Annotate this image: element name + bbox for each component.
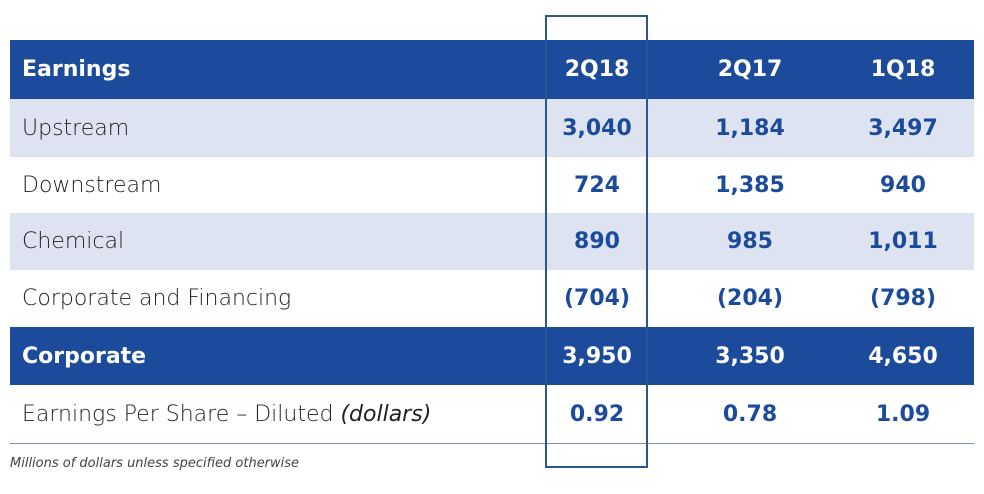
row-label-text: Corporate: [22, 343, 147, 369]
footnote: Millions of dollars unless specified oth…: [10, 456, 300, 471]
table-row: Downstream 724 1,385 940: [10, 157, 974, 213]
column-header: 1Q18: [870, 57, 936, 82]
highlight-box: [545, 15, 648, 468]
bottom-rule: [10, 443, 974, 444]
row-label-note: (dollars): [340, 401, 432, 427]
cell-value: 3,350: [715, 343, 785, 369]
cell-value: 3,950: [562, 343, 632, 369]
cell-value: 0.78: [722, 401, 778, 427]
header-label: Earnings: [22, 57, 131, 82]
row-label-text: Downstream: [22, 172, 162, 198]
cell-value: 0.92: [569, 401, 625, 427]
row-label: Corporate: [22, 344, 146, 369]
cell-value: (204): [716, 286, 784, 311]
row-label-text: Earnings Per Share – Diluted: [22, 401, 334, 427]
cell-value: 1,011: [868, 229, 938, 254]
row-label-text: Corporate and Financing: [22, 286, 292, 311]
table-row: Corporate and Financing (704) (204) (798): [10, 270, 974, 327]
cell-value: 1,385: [715, 172, 785, 198]
cell-value: (704): [563, 286, 631, 311]
table-row: Earnings Per Share – Diluted (dollars) 0.…: [10, 385, 974, 443]
cell-value: (798): [869, 286, 937, 311]
cell-value: 724: [574, 172, 620, 198]
cell-value: 3,040: [562, 115, 632, 141]
cell-value: 940: [880, 172, 926, 198]
cell-value: 890: [574, 229, 620, 254]
header-row: Earnings 2Q18 2Q17 1Q18: [10, 40, 974, 99]
table-row: Upstream 3,040 1,184 3,497: [10, 99, 974, 157]
row-label: Earnings Per Share – Diluted (dollars): [22, 402, 431, 427]
column-header: 2Q17: [717, 57, 783, 82]
table-row: Corporate 3,950 3,350 4,650: [10, 327, 974, 385]
row-label-text: Chemical: [22, 229, 125, 254]
table-row: Chemical 890 985 1,011: [10, 213, 974, 270]
row-label: Chemical: [22, 229, 124, 254]
row-label: Downstream: [22, 173, 161, 198]
row-label-text: Upstream: [22, 115, 130, 141]
row-label: Corporate and Financing: [22, 286, 291, 311]
cell-value: 3,497: [868, 115, 938, 141]
cell-value: 1.09: [875, 401, 931, 427]
cell-value: 1,184: [715, 115, 785, 141]
cell-value: 985: [727, 229, 773, 254]
column-header: 2Q18: [564, 57, 630, 82]
cell-value: 4,650: [868, 343, 938, 369]
row-label: Upstream: [22, 116, 129, 141]
